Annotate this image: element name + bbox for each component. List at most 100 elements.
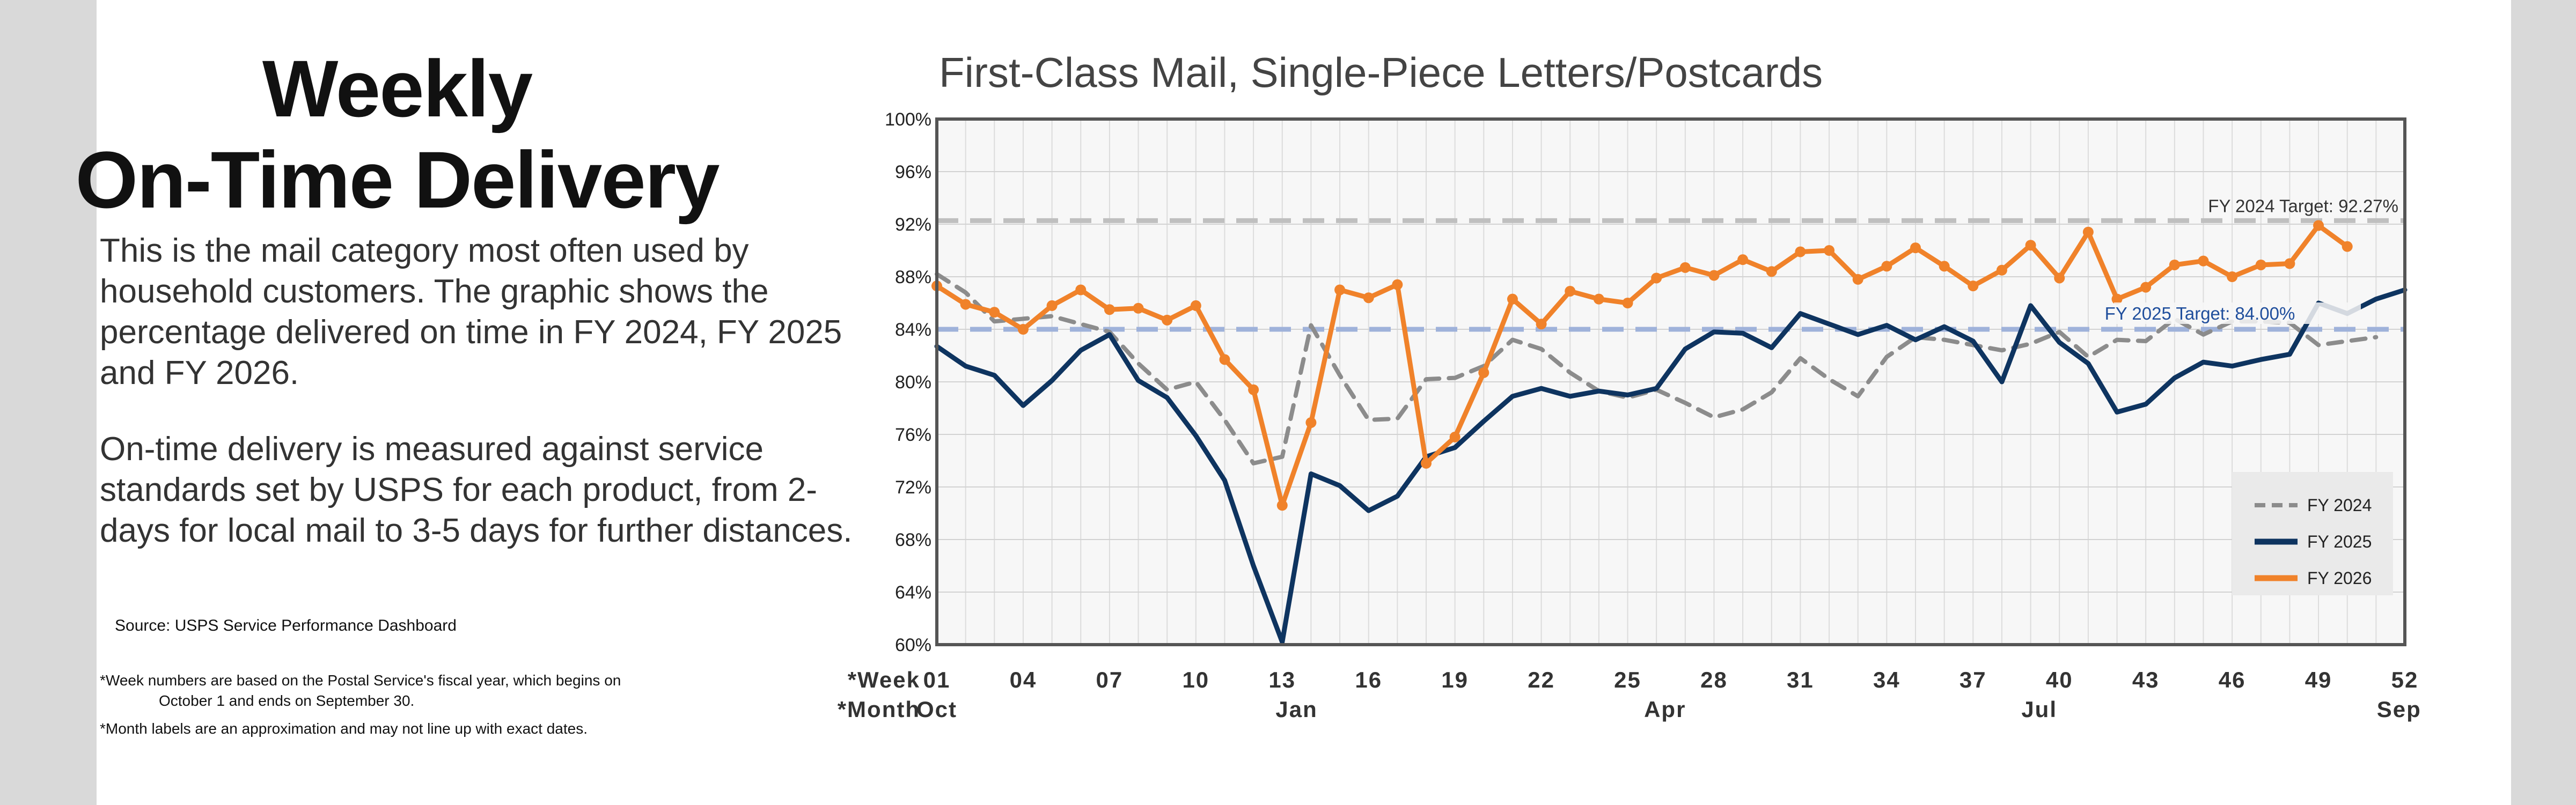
y-tick-label: 84% xyxy=(895,320,931,340)
x-tick-label: 37 xyxy=(1959,667,1987,692)
chart-title: First-Class Mail, Single-Piece Letters/P… xyxy=(939,49,1823,96)
data-point xyxy=(1305,417,1317,428)
month-label: Oct xyxy=(916,697,957,722)
data-point xyxy=(2082,226,2094,238)
data-point xyxy=(2284,258,2295,269)
data-point xyxy=(2342,241,2353,252)
data-point xyxy=(1507,293,1518,305)
data-point xyxy=(1968,280,1979,292)
x-tick-label: 04 xyxy=(1010,667,1037,692)
data-point xyxy=(2198,255,2209,267)
data-point xyxy=(1392,279,1403,290)
series-line-fy-2026 xyxy=(934,223,2350,508)
description-paragraph-1: This is the mail category most often use… xyxy=(100,232,842,392)
y-tick-label: 88% xyxy=(895,267,931,287)
x-tick-label: 10 xyxy=(1182,667,1209,692)
x-tick-label: 19 xyxy=(1441,667,1469,692)
data-point xyxy=(1449,431,1461,442)
data-point xyxy=(1536,319,1547,330)
data-point xyxy=(1104,304,1115,315)
x-tick-label: 01 xyxy=(923,667,951,692)
data-point xyxy=(1017,324,1029,335)
y-tick-label: 80% xyxy=(895,372,931,393)
x-tick-label: 31 xyxy=(1787,667,1814,692)
data-point xyxy=(1996,264,2007,276)
description-paragraph-2: On-time delivery is measured against ser… xyxy=(100,431,853,549)
month-label: Jan xyxy=(1275,697,1317,722)
target-label: FY 2025 Target: 84.00% xyxy=(2105,304,2295,323)
x-tick-label: 25 xyxy=(1614,667,1641,692)
data-point xyxy=(2255,259,2266,270)
data-point xyxy=(1075,284,1087,296)
target-label-bg xyxy=(2114,302,2361,324)
legend-label: FY 2025 xyxy=(2307,532,2372,551)
footnote-month-labels: *Month labels are an approximation and m… xyxy=(100,720,588,737)
data-point xyxy=(1190,300,1201,311)
x-axis-label: *Week xyxy=(848,667,920,692)
month-label: Apr xyxy=(1644,697,1686,722)
footnote-week-numbers: *Week numbers are based on the Postal Se… xyxy=(100,670,797,711)
data-point xyxy=(1133,302,1144,314)
data-point xyxy=(1824,245,1835,256)
data-point xyxy=(1219,354,1230,365)
data-point xyxy=(2054,272,2065,284)
data-point xyxy=(1852,274,1863,285)
x-tick-label: 28 xyxy=(1700,667,1728,692)
month-label: Jul xyxy=(2021,697,2057,722)
data-point xyxy=(1565,285,1576,297)
headline-line-1: Weekly xyxy=(262,43,533,134)
y-tick-label: 72% xyxy=(895,477,931,498)
data-point xyxy=(1737,254,1749,265)
data-point xyxy=(2313,220,2324,231)
x-tick-label: 22 xyxy=(1528,667,1555,692)
x-tick-label: 43 xyxy=(2132,667,2160,692)
data-point xyxy=(1421,457,1432,469)
data-point xyxy=(1363,292,1374,304)
data-point xyxy=(1334,284,1346,296)
x-tick-label: 34 xyxy=(1873,667,1900,692)
data-point xyxy=(989,307,1000,318)
data-point xyxy=(2169,259,2180,270)
data-point xyxy=(2025,240,2036,251)
data-point xyxy=(1162,314,1173,326)
y-tick-label: 96% xyxy=(895,162,931,182)
x-tick-label: 49 xyxy=(2305,667,2332,692)
data-point xyxy=(1939,261,1950,272)
footnote-week-line-1: *Week numbers are based on the Postal Se… xyxy=(100,672,621,689)
y-tick-label: 60% xyxy=(895,635,931,655)
headline-line-2: On-Time Delivery xyxy=(75,135,720,225)
data-point xyxy=(1622,298,1633,308)
source-note: Source: USPS Service Performance Dashboa… xyxy=(115,617,457,634)
x-tick-label: 52 xyxy=(2391,667,2419,692)
data-point xyxy=(1478,367,1489,378)
data-point xyxy=(2111,293,2123,305)
series-line-fy-2025 xyxy=(934,287,2408,645)
x-tick-label: 46 xyxy=(2219,667,2246,692)
footnote-week-line-2: October 1 and ends on September 30. xyxy=(159,692,415,709)
x-tick-label: 40 xyxy=(2046,667,2073,692)
y-tick-label: 68% xyxy=(895,530,931,550)
data-point xyxy=(1708,270,1720,281)
legend-label: FY 2026 xyxy=(2307,568,2372,588)
y-tick-label: 64% xyxy=(895,582,931,603)
data-point xyxy=(1766,266,1777,277)
legend-label: FY 2024 xyxy=(2307,496,2372,515)
data-point xyxy=(2227,271,2238,282)
headline: Weekly On-Time Delivery xyxy=(0,43,794,225)
plot-border xyxy=(935,117,2406,646)
month-label: Sep xyxy=(2377,697,2421,722)
data-point xyxy=(1679,262,1691,273)
data-point xyxy=(1910,242,1921,254)
legend-box xyxy=(2232,472,2393,595)
x-tick-label: 16 xyxy=(1355,667,1382,692)
data-point xyxy=(1276,500,1288,511)
data-point xyxy=(1046,300,1058,311)
data-point xyxy=(1795,246,1806,257)
y-tick-label: 76% xyxy=(895,425,931,445)
data-point xyxy=(1881,261,1892,272)
data-point xyxy=(1651,272,1662,284)
target-label: FY 2024 Target: 92.27% xyxy=(2208,196,2398,216)
y-tick-label: 100% xyxy=(885,109,931,130)
data-point xyxy=(1593,293,1604,305)
